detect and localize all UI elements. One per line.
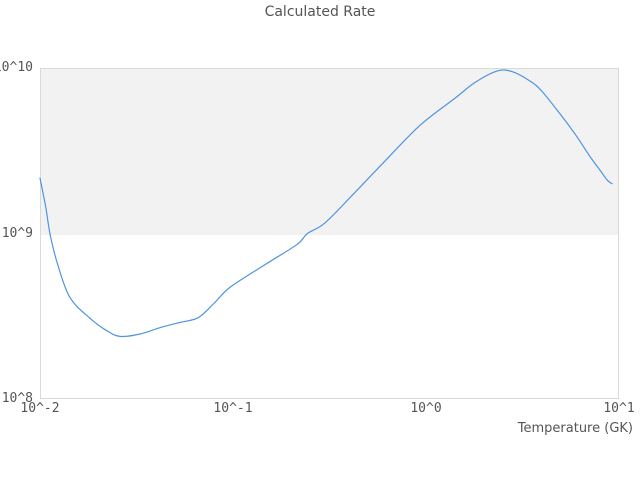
x-axis-title: Temperature (GK) bbox=[517, 421, 633, 436]
y-tick-label-1e8: 10^8 bbox=[1, 391, 33, 406]
x-tick-label-1e1: 10^1 bbox=[603, 401, 635, 416]
shaded-band bbox=[40, 68, 619, 233]
x-tick-label-1e-1: 10^-1 bbox=[213, 401, 253, 416]
rate-curve bbox=[39, 69, 613, 338]
chart-title: Calculated Rate bbox=[264, 4, 376, 20]
y-tick-label-1e10: 10^10 bbox=[0, 60, 33, 75]
x-tick-label-1e-2: 10^-2 bbox=[20, 401, 60, 416]
plot-frame bbox=[40, 68, 619, 399]
x-tick-label-1e0: 10^0 bbox=[410, 401, 442, 416]
y-tick-label-1e9: 10^9 bbox=[1, 226, 33, 241]
